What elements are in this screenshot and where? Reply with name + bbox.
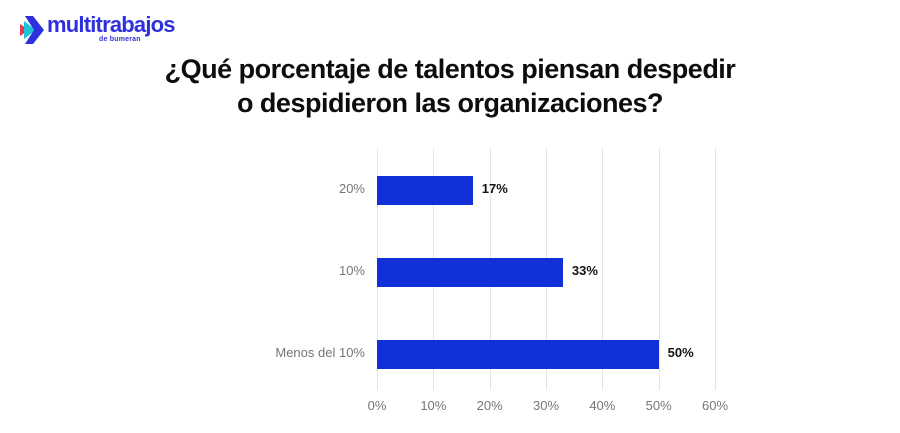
- category-label: 20%: [338, 181, 365, 196]
- gridline: [715, 148, 716, 390]
- x-axis-tick-label: 60%: [701, 398, 729, 413]
- x-axis-tick-label: 30%: [532, 398, 560, 413]
- gridline: [602, 148, 604, 390]
- bar: [377, 257, 563, 287]
- logo-tagline-text: de bumeran: [99, 36, 141, 43]
- x-axis-tick-label: 40%: [589, 398, 616, 413]
- gridline: [658, 148, 660, 390]
- category-label: Menos del 10%: [275, 345, 365, 360]
- logo-brand-text: multitrabajos: [47, 12, 176, 37]
- multitrabajos-logo: multitrabajos de bumeran: [20, 12, 176, 45]
- value-label: 50%: [667, 345, 694, 360]
- x-axis-tick-label: 20%: [476, 398, 503, 413]
- value-label: 17%: [481, 181, 508, 196]
- x-axis-tick-label: 0%: [367, 398, 387, 413]
- chart-title-line1: ¿Qué porcentaje de talentos piensan desp…: [164, 54, 736, 84]
- x-axis-tick-label: 10%: [420, 398, 447, 413]
- bar: [377, 339, 659, 369]
- category-label: 10%: [338, 263, 365, 278]
- bar: [377, 175, 473, 205]
- logo-text: multitrabajos de bumeran: [47, 12, 176, 43]
- chart-title-line2: o despidieron las organizaciones?: [236, 88, 664, 118]
- x-axis-tick-label: 50%: [645, 398, 672, 413]
- bumeran-chevron-icon: [20, 16, 44, 44]
- chart-title: ¿Qué porcentaje de talentos piensan desp…: [0, 52, 900, 120]
- value-label: 33%: [571, 263, 598, 278]
